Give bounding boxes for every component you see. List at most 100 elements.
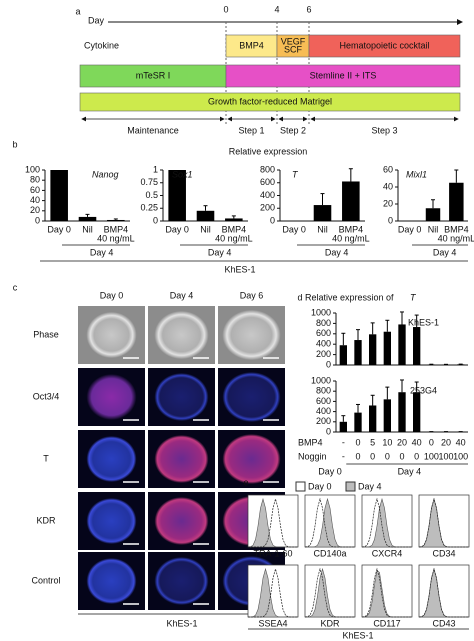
timeline-box xyxy=(308,34,461,58)
histogram-day4 xyxy=(361,570,412,618)
x-tick-label: Nil xyxy=(82,224,93,234)
histogram-day4 xyxy=(248,567,298,618)
table-cell: 0 xyxy=(385,451,390,461)
box-label: mTeSR I xyxy=(136,70,171,80)
column-label: Day 4 xyxy=(170,290,194,300)
timeline-box xyxy=(225,64,461,88)
group-label: Day 4 xyxy=(398,466,422,476)
bar xyxy=(107,219,125,221)
marker-label: KDR xyxy=(320,618,340,628)
table-cell: 20 xyxy=(441,437,451,447)
table-cell: 100 xyxy=(453,451,468,461)
chart-title: 253G4 xyxy=(410,385,437,395)
marker-label: SSEA4 xyxy=(258,618,287,628)
footer: KhES-1 xyxy=(224,264,255,274)
bar xyxy=(369,405,377,432)
histogram-day0 xyxy=(248,567,298,618)
y-tick-label: 400 xyxy=(260,190,275,200)
bar xyxy=(383,399,391,432)
legend-label: Day 0 xyxy=(308,481,332,491)
histogram-day4 xyxy=(305,497,355,548)
x-tick-label: Day 0 xyxy=(47,224,71,234)
box-label: SCF xyxy=(284,44,303,54)
box-label: Growth factor-reduced Matrigel xyxy=(208,96,332,106)
bar xyxy=(413,392,421,432)
category-note: 40 ng/mL xyxy=(215,233,253,243)
row-label: KDR xyxy=(36,515,56,525)
box-label: VEGF xyxy=(281,36,306,46)
bar xyxy=(398,324,406,365)
group-label: Day 4 xyxy=(208,247,232,257)
y-tick-label: 0 xyxy=(270,215,275,225)
y-tick-label: 0 xyxy=(153,215,158,225)
histogram-day4 xyxy=(305,567,355,618)
table-cell: 10 xyxy=(382,437,392,447)
colony xyxy=(222,310,281,360)
x-tick-label: BMP4 xyxy=(104,224,129,234)
colony xyxy=(154,311,209,359)
y-tick-label: 0.5 xyxy=(145,190,158,200)
bar xyxy=(398,392,406,432)
box-label: BMP4 xyxy=(239,40,264,50)
y-tick-label: 200 xyxy=(316,349,331,359)
y-tick-label: 800 xyxy=(316,386,331,396)
category-note: 40 ng/mL xyxy=(97,233,135,243)
table-cell: 40 xyxy=(412,437,422,447)
y-tick-label: 1000 xyxy=(311,375,331,385)
colony xyxy=(86,312,137,358)
step-label: Maintenance xyxy=(127,125,179,135)
table-cell: 0 xyxy=(370,451,375,461)
table-cell: 0 xyxy=(429,437,434,447)
y-tick-label: 0 xyxy=(388,215,393,225)
y-tick-label: 200 xyxy=(316,416,331,426)
panel-title-gene: T xyxy=(410,292,417,302)
marker-label: CD43 xyxy=(432,618,455,628)
group-label: Day 4 xyxy=(325,247,349,257)
table-cell: 0 xyxy=(355,437,360,447)
x-tick-label: Day 0 xyxy=(282,224,306,234)
x-tick-label: BMP4 xyxy=(222,224,247,234)
chart-title: Mixl1 xyxy=(406,169,427,179)
panel-label: c xyxy=(13,282,18,292)
y-tick-label: 100 xyxy=(25,164,40,174)
step-label: Step 2 xyxy=(280,125,306,135)
legend-swatch xyxy=(295,481,306,492)
category-note: 40 ng/mL xyxy=(332,233,370,243)
row-label: Cytokine xyxy=(84,40,119,50)
row-label: T xyxy=(43,453,49,463)
colony xyxy=(154,497,209,545)
row-label: Control xyxy=(31,575,60,585)
y-tick-label: 60 xyxy=(383,164,393,174)
bar xyxy=(425,208,441,221)
y-tick-label: 80 xyxy=(30,175,40,185)
y-tick-label: 40 xyxy=(30,195,40,205)
colony xyxy=(86,436,137,482)
bar xyxy=(196,210,215,221)
y-tick-label: 0 xyxy=(35,215,40,225)
histogram-day0 xyxy=(304,497,355,548)
y-tick-label: 0 xyxy=(326,359,331,369)
y-tick-label: 20 xyxy=(30,205,40,215)
category-note: 40 ng/mL xyxy=(438,233,474,243)
bar xyxy=(457,364,465,365)
panel-label: d xyxy=(297,292,302,302)
chart-title: Sox1 xyxy=(172,169,193,179)
bar xyxy=(413,327,421,365)
legend-label: Day 4 xyxy=(358,481,382,491)
table-cell: 20 xyxy=(397,437,407,447)
panel-title: Relative expression of xyxy=(305,292,394,302)
step-label: Step 1 xyxy=(238,125,264,135)
table-cell: 0 xyxy=(414,451,419,461)
bar xyxy=(225,218,243,221)
histogram-day0 xyxy=(304,567,355,618)
marker-label: TRA-1-60 xyxy=(253,548,292,558)
bar xyxy=(168,170,186,221)
bar xyxy=(383,331,391,365)
y-tick-label: 0.75 xyxy=(140,177,158,187)
table-cell: 0 xyxy=(399,451,404,461)
table-cell: 100 xyxy=(424,451,439,461)
legend-swatch xyxy=(345,481,356,492)
x-tick-label: Nil xyxy=(428,224,439,234)
y-tick-label: 0.25 xyxy=(140,203,158,213)
bar xyxy=(369,334,377,365)
